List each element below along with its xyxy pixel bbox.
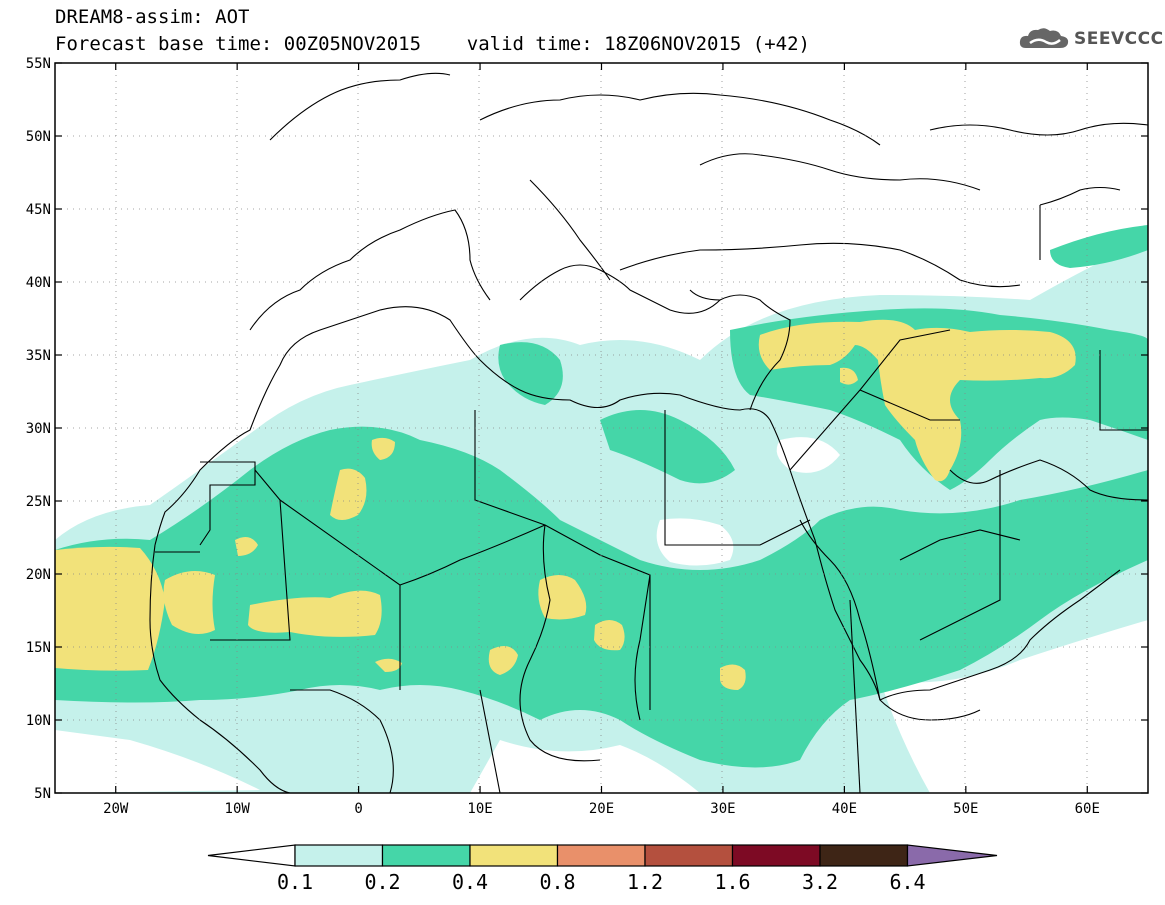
colorbar-label: 0.4 xyxy=(452,870,488,894)
lat-tick-label: 50N xyxy=(26,129,51,145)
colorbar-over-triangle xyxy=(906,844,998,867)
lat-tick-label: 40N xyxy=(26,275,51,291)
lat-tick-label: 45N xyxy=(26,202,51,218)
lat-tick-label: 35N xyxy=(26,348,51,364)
lat-tick-label: 55N xyxy=(26,56,51,72)
lat-tick-label: 10N xyxy=(26,713,51,729)
lon-tick-label: 20W xyxy=(103,801,129,817)
lat-tick-label: 20N xyxy=(26,567,51,583)
lon-tick-label: 10E xyxy=(467,801,492,817)
lon-tick-label: 10W xyxy=(225,801,251,817)
aot-shading-high xyxy=(55,319,1076,690)
lon-tick-label: 20E xyxy=(589,801,614,817)
aot-colorbar: 0.1 0.2 0.4 0.8 1.2 1.6 3.2 6.4 xyxy=(207,844,998,894)
coastlines-borders xyxy=(149,72,1148,793)
seevccc-logo: SEEVCCC xyxy=(1018,26,1164,52)
lon-tick-label: 60E xyxy=(1075,801,1100,817)
lat-tick-label: 5N xyxy=(34,786,51,802)
colorbar-label: 1.2 xyxy=(627,870,663,894)
lat-tick-label: 30N xyxy=(26,421,51,437)
lat-tick-label: 25N xyxy=(26,494,51,510)
colorbar-segment xyxy=(731,844,821,867)
logo-text: SEEVCCC xyxy=(1074,29,1164,49)
lon-tick-label: 0 xyxy=(354,801,362,817)
lat-tick-label: 15N xyxy=(26,640,51,656)
colorbar-label: 3.2 xyxy=(802,870,838,894)
colorbar-label: 0.2 xyxy=(364,870,400,894)
longitude-axis: 20W 10W 0 10E 20E 30E 40E 50E 60E xyxy=(103,63,1100,817)
map-title: DREAM8-assim: AOT xyxy=(55,6,250,28)
colorbar-label: 0.8 xyxy=(539,870,575,894)
forecast-times: Forecast base time: 00Z05NOV2015 valid t… xyxy=(55,33,810,55)
colorbar-under-triangle xyxy=(207,844,296,867)
colorbar-segment xyxy=(644,844,734,867)
lon-tick-label: 30E xyxy=(710,801,735,817)
cloud-logo-icon xyxy=(1019,28,1069,48)
colorbar-label: 1.6 xyxy=(714,870,750,894)
colorbar-segment xyxy=(819,844,909,867)
lon-tick-label: 50E xyxy=(953,801,978,817)
colorbar-segment xyxy=(556,844,646,867)
colorbar-segment xyxy=(294,844,384,867)
colorbar-segment xyxy=(469,844,559,867)
colorbar-segment xyxy=(381,844,471,867)
latitude-axis: 5N 10N 15N 20N 25N 30N 35N 40N 45N 50N 55N xyxy=(26,56,1148,802)
graticule xyxy=(55,63,1148,793)
lon-tick-label: 40E xyxy=(832,801,857,817)
colorbar-label: 6.4 xyxy=(889,870,925,894)
colorbar-label: 0.1 xyxy=(277,870,313,894)
